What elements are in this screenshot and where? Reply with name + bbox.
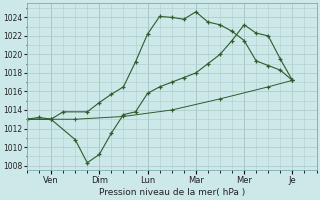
X-axis label: Pression niveau de la mer( hPa ): Pression niveau de la mer( hPa ) <box>99 188 245 197</box>
